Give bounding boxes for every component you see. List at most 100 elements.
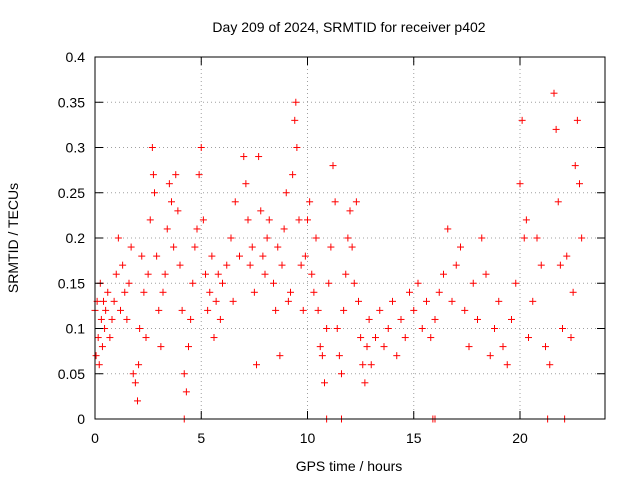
- data-point: [176, 261, 184, 269]
- data-point: [380, 343, 388, 351]
- data-point: [314, 306, 322, 314]
- data-point: [418, 325, 426, 332]
- data-point: [135, 361, 143, 369]
- data-point: [197, 144, 205, 151]
- data-point: [495, 297, 503, 305]
- data-point: [108, 315, 116, 323]
- data-point: [257, 207, 265, 215]
- data-point: [131, 379, 139, 387]
- data-point: [542, 343, 549, 351]
- data-point: [210, 334, 218, 342]
- data-point: [516, 180, 524, 188]
- data-point: [563, 252, 571, 260]
- data-point: [153, 252, 161, 260]
- data-point: [242, 180, 250, 188]
- data-point: [199, 216, 207, 224]
- data-point: [397, 315, 405, 323]
- data-point: [123, 315, 131, 323]
- data-point: [157, 343, 165, 351]
- data-point: [578, 234, 586, 242]
- data-point: [223, 261, 231, 269]
- data-point: [576, 180, 583, 188]
- data-point: [155, 306, 163, 314]
- data-point: [352, 198, 360, 206]
- data-point: [100, 297, 107, 305]
- data-point: [110, 297, 118, 305]
- data-point: [102, 306, 110, 314]
- data-point: [265, 216, 273, 224]
- data-point: [174, 207, 182, 215]
- data-point: [274, 243, 282, 251]
- y-tick-label: 0.1: [66, 321, 86, 337]
- data-point: [503, 361, 511, 369]
- data-point: [244, 216, 252, 224]
- data-point: [410, 306, 418, 314]
- y-tick-label: 0.2: [66, 230, 86, 246]
- data-point: [278, 261, 286, 269]
- data-point: [291, 116, 299, 124]
- data-point: [236, 252, 243, 260]
- data-point: [163, 225, 171, 233]
- data-point: [114, 234, 122, 242]
- y-axis-label: SRMTID / TECUs: [5, 183, 21, 293]
- data-point: [301, 252, 309, 260]
- data-point: [292, 98, 300, 106]
- data-point: [529, 297, 537, 305]
- data-point: [333, 325, 341, 332]
- data-point: [406, 288, 413, 296]
- data-point: [151, 189, 158, 197]
- data-point: [550, 89, 558, 97]
- data-point: [138, 252, 146, 260]
- data-point: [146, 216, 154, 224]
- data-point: [208, 252, 216, 260]
- data-point: [127, 243, 135, 251]
- data-point: [212, 297, 220, 305]
- data-point: [295, 216, 303, 224]
- y-tick-label: 0.35: [58, 94, 85, 110]
- data-point: [148, 144, 156, 151]
- data-point: [325, 279, 333, 287]
- data-point: [537, 261, 545, 269]
- data-point: [191, 243, 199, 251]
- data-point: [465, 343, 473, 351]
- x-tick-label: 0: [91, 430, 99, 446]
- data-point: [182, 388, 190, 396]
- data-point: [193, 225, 201, 233]
- data-point: [508, 315, 515, 323]
- data-point: [98, 343, 106, 351]
- data-point: [461, 306, 469, 314]
- data-point: [312, 234, 320, 242]
- data-point: [384, 325, 392, 332]
- data-point: [170, 243, 178, 251]
- data-point: [261, 270, 269, 278]
- data-point: [289, 171, 297, 179]
- data-point: [522, 216, 530, 224]
- data-point: [304, 216, 311, 224]
- data-point: [204, 306, 212, 314]
- data-point: [142, 334, 150, 342]
- data-point: [231, 198, 239, 206]
- data-point: [571, 162, 579, 170]
- data-point: [187, 315, 195, 323]
- data-point: [297, 261, 305, 269]
- data-point: [533, 234, 541, 242]
- data-point: [355, 297, 362, 305]
- data-point: [346, 207, 354, 215]
- data-point: [401, 334, 409, 342]
- data-point: [321, 379, 328, 387]
- data-point: [423, 297, 430, 305]
- y-tick-label: 0.05: [58, 366, 85, 382]
- data-point: [202, 270, 209, 278]
- data-point: [431, 315, 439, 323]
- data-point: [491, 325, 498, 332]
- data-point: [348, 243, 356, 251]
- data-point: [478, 234, 486, 242]
- data-point: [219, 279, 226, 287]
- data-point: [216, 315, 224, 323]
- data-point: [556, 261, 564, 269]
- data-point: [140, 288, 148, 296]
- data-point: [282, 189, 290, 197]
- data-point: [363, 343, 371, 351]
- data-point: [474, 315, 481, 323]
